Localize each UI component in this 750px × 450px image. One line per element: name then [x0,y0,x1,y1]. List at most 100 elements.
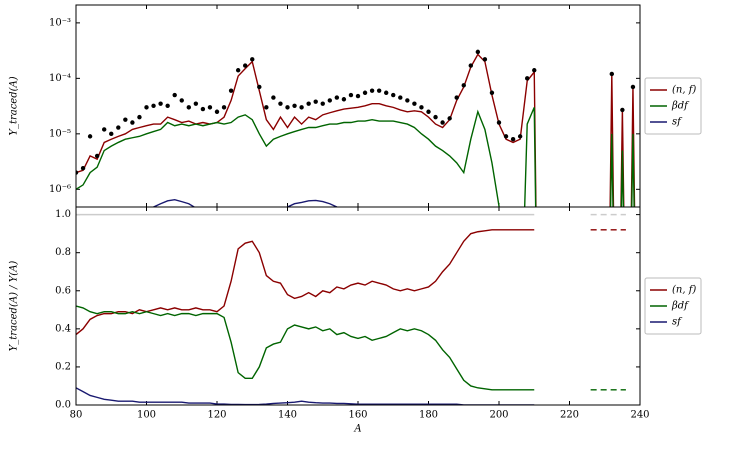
data-point [426,109,431,114]
y-tick-label: 0.0 [55,400,71,411]
legend-label: βdf [671,301,690,312]
data-point [440,120,445,125]
data-point [235,68,241,73]
data-point [482,57,488,62]
data-point [172,92,177,98]
plot-area [76,213,626,405]
data-point [76,170,79,175]
data-point [609,71,614,77]
data-point [130,120,135,125]
legend-label: sf [672,317,683,328]
data-point [87,134,93,139]
y-axis-label: Y_traced(A) [9,76,20,135]
data-point [412,101,417,106]
plot-frame [75,4,641,208]
data-point [510,137,516,142]
data-point [348,92,354,98]
data-point [94,153,100,159]
data-point [102,127,107,132]
data-point [257,84,262,90]
x-tick-label: 160 [348,410,367,421]
data-point [228,88,234,93]
series-line [76,107,635,207]
y-tick-label: 0.2 [55,361,71,372]
data-point [532,68,537,73]
data-point [369,88,375,93]
data-point [376,88,382,93]
data-point [341,97,347,102]
y-tick-label: 10⁻⁶ [49,184,71,195]
data-point [144,105,149,110]
data-point [320,101,325,106]
data-point [116,125,121,130]
y-tick-label: 1.0 [55,209,71,220]
data-point [165,103,170,109]
data-point [243,63,248,68]
data-point [221,105,227,110]
data-point [454,95,459,100]
legend-label: βdf [671,101,690,112]
data-point [503,134,509,139]
x-tick-label: 220 [560,410,579,421]
y-tick-label: 10⁻⁴ [49,73,71,84]
data-point [475,49,481,55]
data-point [151,103,156,109]
x-tick-label: 200 [489,410,508,421]
data-point [620,107,625,113]
data-point [278,101,283,106]
data-point [306,101,311,106]
data-point [158,101,163,106]
data-point [327,98,332,103]
x-tick-label: 180 [419,410,438,421]
x-tick-label: 120 [207,410,226,421]
data-point [630,84,636,90]
x-axis-label: A [353,424,361,435]
data-point [419,105,424,110]
data-point [285,105,290,110]
data-point [489,90,495,95]
x-tick-label: 140 [278,410,297,421]
data-point [193,101,199,106]
series-line [76,53,636,207]
y-tick-label: 0.4 [55,323,71,334]
x-tick-label: 80 [70,410,83,421]
data-point [468,63,473,68]
data-point [137,114,142,120]
legend-label: sf [672,117,683,128]
data-point [517,134,523,139]
data-point [207,105,213,110]
series-line [76,387,535,405]
data-point [292,103,297,109]
data-point [186,105,191,110]
y-tick-label: 10⁻³ [49,17,71,28]
x-tick-label: 240 [630,410,649,421]
y-tick-label: 0.8 [55,247,71,258]
data-point [398,95,403,100]
data-point [200,106,206,112]
y-tick-label: 10⁻⁵ [49,128,71,139]
series-line [76,305,535,391]
data-point [447,116,452,121]
data-point [80,166,86,171]
y-tick-label: 0.6 [55,285,71,296]
data-point [334,95,340,100]
legend-box [644,77,702,135]
data-point [250,57,255,62]
data-point [264,105,269,110]
y-axis-label: Y_traced(A) / Y(A) [9,261,20,352]
data-point [214,109,220,114]
data-point [123,117,128,122]
legend-box [644,277,702,335]
legend-label: (n, f) [672,85,696,96]
data-point [313,99,318,104]
data-point [391,92,396,98]
data-point [384,90,389,95]
data-point [405,98,410,103]
series-line [76,229,535,336]
data-point [433,114,438,120]
data-point [496,120,502,125]
data-point [109,131,114,137]
x-tick-label: 100 [137,410,156,421]
legend-label: (n, f) [672,285,696,296]
